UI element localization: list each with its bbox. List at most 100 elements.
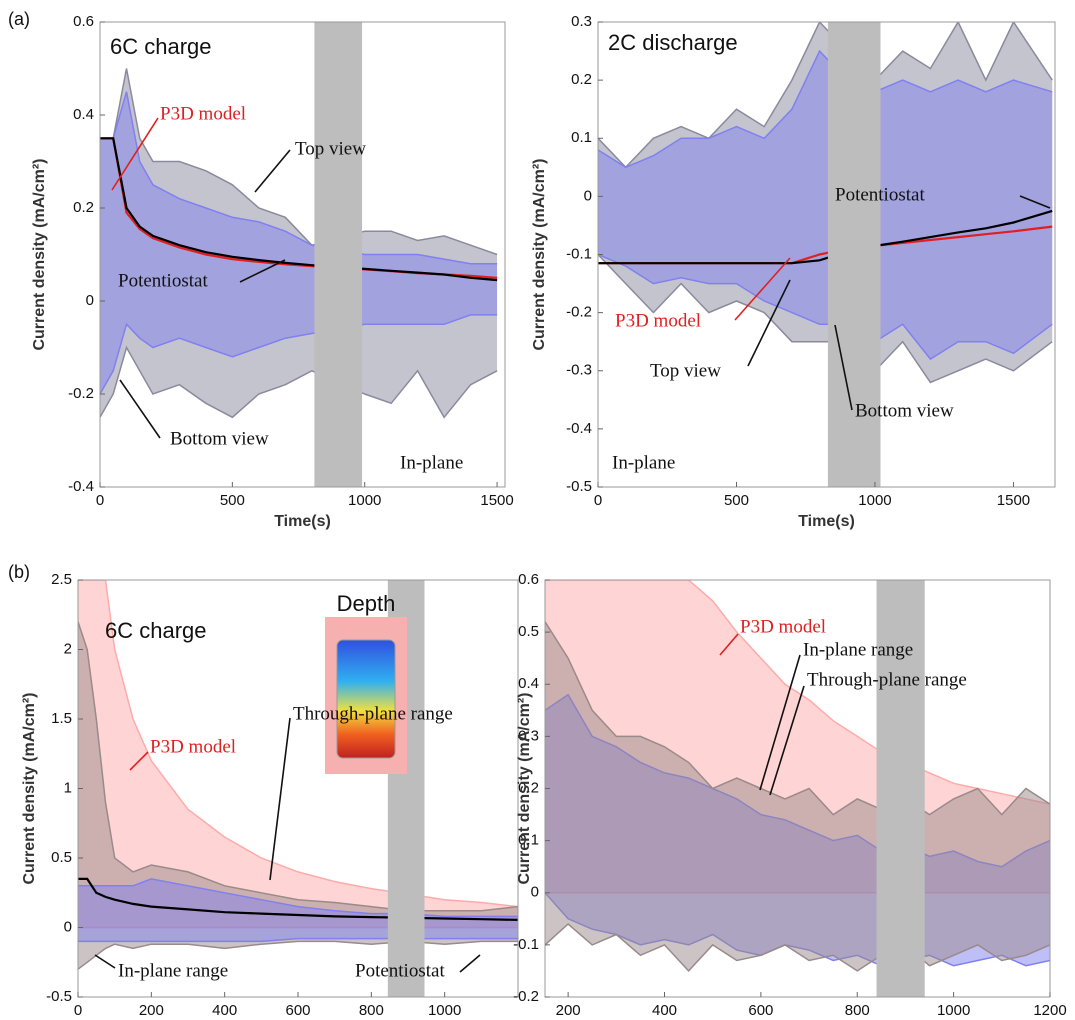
x-tick-label: 800 bbox=[845, 1002, 870, 1019]
y-tick-label: 0.3 bbox=[518, 727, 539, 744]
band-lower-edge bbox=[545, 922, 1050, 973]
y-tick-label: 1 bbox=[64, 779, 72, 796]
x-tick-label: 500 bbox=[724, 492, 749, 509]
leader-line bbox=[254, 149, 291, 193]
y-tick-label: 0.1 bbox=[518, 832, 539, 849]
band-lower-edge bbox=[100, 314, 498, 395]
series-line bbox=[598, 209, 1053, 265]
y-tick-label: 0.6 bbox=[73, 13, 94, 30]
x-axis-label: Time(s) bbox=[274, 513, 331, 530]
series-label: P3D model bbox=[160, 103, 246, 124]
y-tick-label: 2.5 bbox=[51, 571, 72, 588]
band-upper-edge bbox=[100, 68, 498, 256]
leader-line bbox=[769, 685, 805, 796]
leader-line bbox=[119, 379, 161, 439]
x-tick-label: 0 bbox=[96, 492, 104, 509]
excluded-span bbox=[876, 580, 925, 997]
y-tick-label: 0 bbox=[86, 292, 94, 309]
y-axis-label: Current density (mA/cm²) bbox=[31, 158, 48, 350]
series-label: P3D model bbox=[615, 310, 701, 331]
series-line bbox=[100, 137, 498, 282]
x-tick-label: 1000 bbox=[937, 1002, 970, 1019]
x-tick-label: 1500 bbox=[997, 492, 1030, 509]
series-label: Through-plane range bbox=[807, 669, 967, 690]
y-tick-label: 1.5 bbox=[51, 710, 72, 727]
series-label: In-plane range bbox=[118, 960, 228, 981]
leader-line bbox=[129, 751, 149, 771]
y-tick-label: -0.2 bbox=[566, 304, 592, 321]
series-label: Top view bbox=[295, 138, 366, 159]
panel-title: 6C charge bbox=[105, 618, 207, 643]
inset-image bbox=[336, 639, 396, 759]
y-tick-label: -0.2 bbox=[513, 988, 539, 1005]
series-label: In-plane range bbox=[803, 639, 913, 660]
y-tick-label: 0.4 bbox=[73, 106, 94, 123]
excluded-span bbox=[314, 22, 363, 487]
x-tick-label: 600 bbox=[748, 1002, 773, 1019]
x-tick-label: 1000 bbox=[858, 492, 891, 509]
band-upper-edge bbox=[598, 49, 1053, 169]
y-axis-label: Current density (mA/cm²) bbox=[531, 158, 548, 350]
x-tick-label: 0 bbox=[74, 1002, 82, 1019]
panel-title: 6C charge bbox=[110, 34, 212, 59]
band-upper-edge bbox=[598, 22, 1053, 169]
y-axis-label: Current density (mA/cm²) bbox=[516, 692, 533, 884]
x-tick-label: 500 bbox=[220, 492, 245, 509]
x-tick-label: 1500 bbox=[480, 492, 513, 509]
band-upper-edge bbox=[545, 580, 1050, 805]
x-tick-label: 1200 bbox=[1033, 1002, 1066, 1019]
plot-content bbox=[545, 580, 1050, 997]
band-lower-edge bbox=[598, 253, 1053, 384]
leader-line bbox=[719, 633, 739, 656]
x-tick-label: 1000 bbox=[348, 492, 381, 509]
y-tick-label: -0.3 bbox=[566, 362, 592, 379]
x-tick-label: 400 bbox=[652, 1002, 677, 1019]
x-tick-label: 400 bbox=[212, 1002, 237, 1019]
plot-content bbox=[598, 22, 1053, 487]
y-tick-label: 0.4 bbox=[518, 675, 539, 692]
annotation: In-plane bbox=[400, 452, 463, 473]
y-tick-label: 0 bbox=[584, 187, 592, 204]
panel-label: (a) bbox=[8, 9, 30, 29]
y-tick-label: 0.2 bbox=[518, 779, 539, 796]
leader-line bbox=[834, 324, 853, 411]
band-lower-edge bbox=[100, 345, 498, 419]
y-tick-label: 0 bbox=[64, 918, 72, 935]
series-label: Through-plane range bbox=[293, 703, 453, 724]
y-tick-label: 0.6 bbox=[518, 571, 539, 588]
y-axis-label: Current density (mA/cm²) bbox=[21, 692, 38, 884]
leader-line bbox=[734, 257, 791, 321]
plot-content bbox=[100, 22, 498, 487]
y-tick-label: -0.5 bbox=[46, 988, 72, 1005]
annotation: Depth bbox=[337, 591, 396, 616]
series-label: Top view bbox=[650, 360, 721, 381]
series-label: P3D model bbox=[740, 616, 826, 637]
leader-line bbox=[747, 279, 791, 367]
y-tick-label: 0.5 bbox=[51, 849, 72, 866]
x-tick-label: 1000 bbox=[428, 1002, 461, 1019]
leader-line bbox=[111, 117, 159, 191]
band-fill bbox=[78, 580, 518, 928]
annotation: In-plane bbox=[612, 452, 675, 473]
x-tick-label: 200 bbox=[139, 1002, 164, 1019]
x-tick-label: 600 bbox=[285, 1002, 310, 1019]
series-label: Bottom view bbox=[855, 400, 954, 421]
band-upper-edge bbox=[100, 91, 498, 265]
y-tick-label: 2 bbox=[64, 640, 72, 657]
band-fill bbox=[78, 621, 518, 970]
x-axis-label: Time(s) bbox=[798, 513, 855, 530]
series-label: Bottom view bbox=[170, 428, 269, 449]
leader-line bbox=[1019, 195, 1051, 209]
leader-line bbox=[459, 954, 481, 973]
series-label: Potentiostat bbox=[835, 184, 925, 205]
plot-frame bbox=[99, 21, 506, 488]
y-tick-label: -0.4 bbox=[566, 420, 592, 437]
leader-line bbox=[239, 259, 286, 283]
y-tick-label: 0.2 bbox=[73, 199, 94, 216]
y-tick-label: -0.1 bbox=[566, 245, 592, 262]
x-tick-label: 800 bbox=[359, 1002, 384, 1019]
y-tick-label: 0 bbox=[531, 884, 539, 901]
y-tick-label: -0.5 bbox=[566, 478, 592, 495]
excluded-span bbox=[827, 22, 881, 487]
